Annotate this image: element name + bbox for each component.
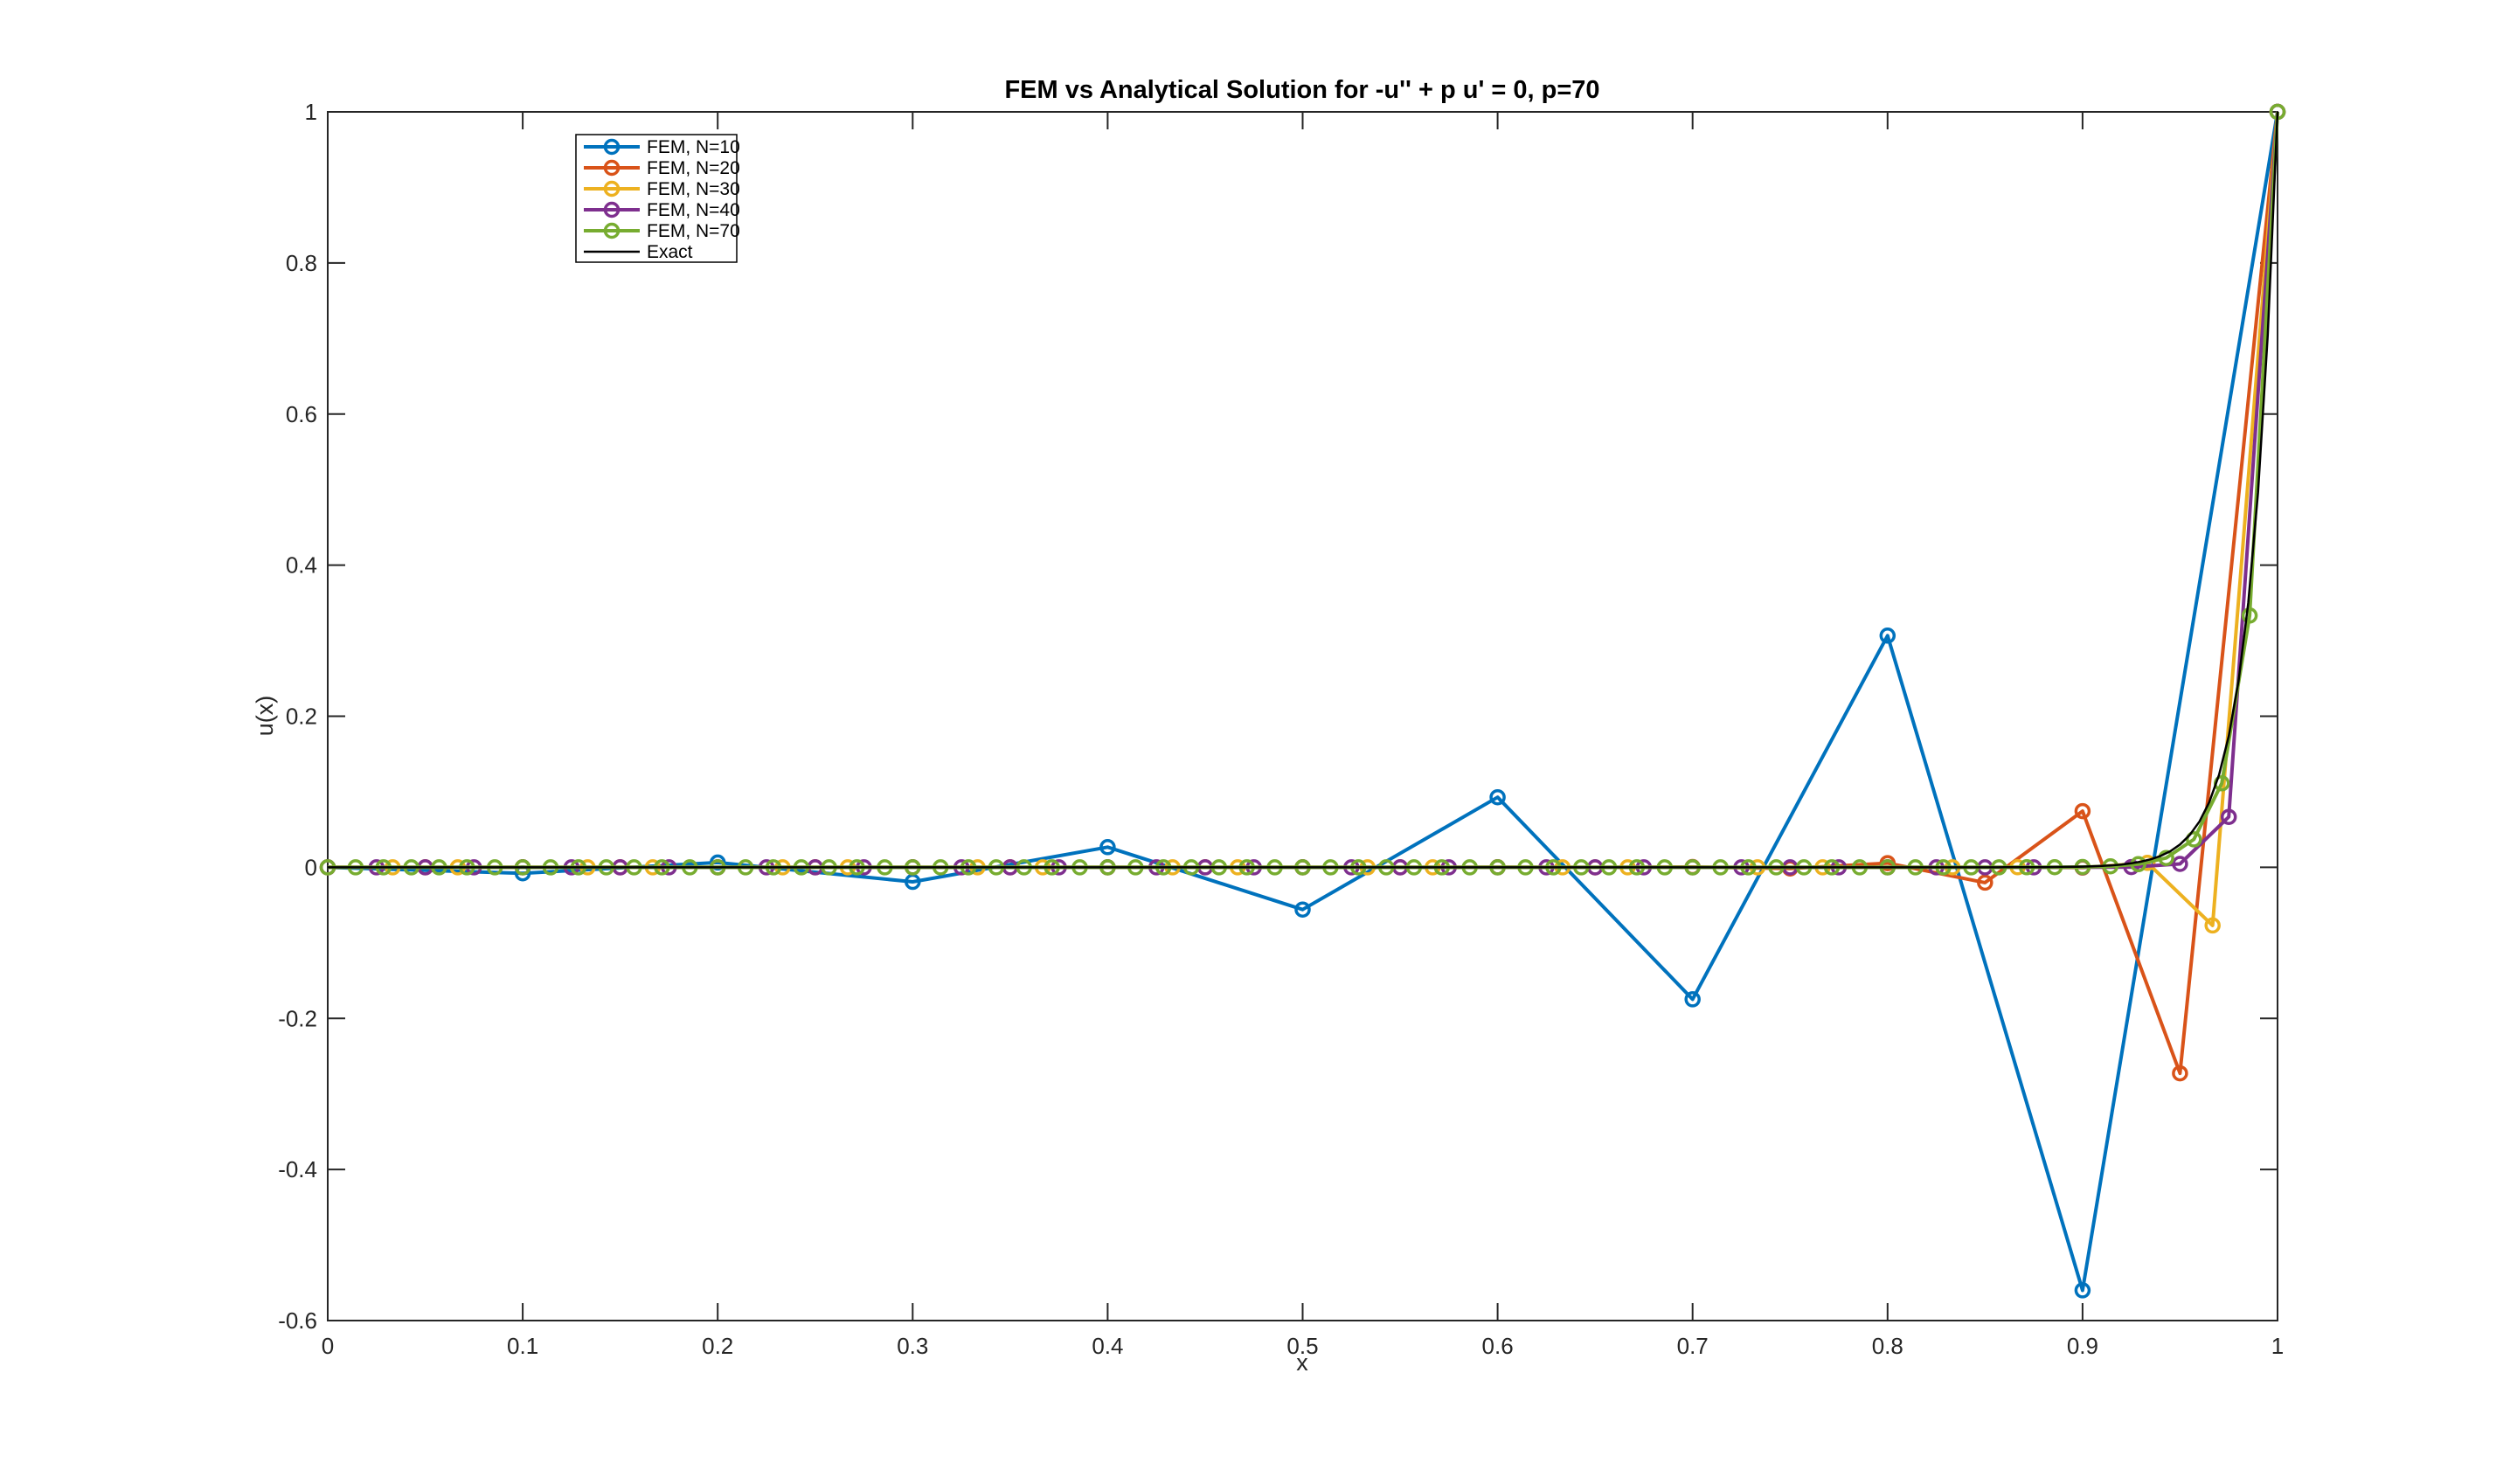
- series-marker-fem-n-20: [2074, 802, 2091, 820]
- series-marker-fem-n-10: [1879, 628, 1896, 644]
- series-marker-fem-n-20: [1977, 874, 1993, 891]
- legend-label: FEM, N=30: [647, 179, 740, 199]
- legend-entry-fem-n40: FEM, N=40: [584, 200, 740, 220]
- y-tick-label: 1: [305, 99, 317, 125]
- x-tick-label: 0.7: [1677, 1333, 1709, 1359]
- series-line-fem-n-10: [327, 111, 2279, 1293]
- series-marker-fem-n-70: [2186, 831, 2202, 848]
- series-marker-fem-n-30: [2204, 917, 2221, 934]
- x-tick-label: 0.9: [2067, 1333, 2098, 1359]
- series-marker-fem-n-40: [2220, 808, 2237, 825]
- x-tick-label: 0.5: [1286, 1333, 1318, 1359]
- series-marker-fem-n-70: [2158, 849, 2174, 866]
- x-tick-label: 0.3: [897, 1333, 928, 1359]
- series-line-exact: [328, 111, 2279, 869]
- series-marker-fem-n-10: [1684, 991, 1701, 1008]
- series-marker-fem-n-10: [1294, 901, 1311, 918]
- x-tick-label: 0: [322, 1333, 334, 1359]
- legend-marker-circle-icon: [603, 180, 621, 198]
- series-marker-fem-n-10: [1099, 839, 1116, 856]
- legend-entry-fem-n30: FEM, N=30: [584, 179, 740, 199]
- legend-marker-circle-icon: [603, 159, 621, 177]
- legend-entry-fem-n10: FEM, N=10: [584, 137, 740, 157]
- series-marker-fem-n-20: [2172, 1064, 2188, 1082]
- y-tick-label: 0: [305, 854, 317, 880]
- y-tick-label: -0.4: [278, 1156, 317, 1182]
- series-marker-fem-n-10: [2074, 1282, 2091, 1299]
- x-tick-label: 0.4: [1092, 1333, 1123, 1359]
- y-tick-label: -0.6: [278, 1307, 317, 1334]
- chart-title: FEM vs Analytical Solution for -u'' + p …: [1004, 76, 1599, 104]
- plot-area: 0 0.1 0.2 0.3 0.4 0.5 0.6 0.7 0.8 0.9 1 -0.6 -0.4 -0.…: [278, 99, 2286, 1359]
- legend-label: Exact: [647, 242, 693, 262]
- y-axis-label: u(x): [252, 696, 278, 737]
- legend: FEM, N=10 FEM, N=20 FEM, N=30 FEM, N=40: [575, 134, 740, 263]
- legend-label: FEM, N=10: [647, 137, 740, 157]
- x-tick-label: 0.6: [1482, 1333, 1514, 1359]
- x-tick-label: 0.1: [507, 1333, 538, 1359]
- x-tick-label: 0.2: [702, 1333, 733, 1359]
- series-marker-fem-n-10: [1489, 788, 1506, 806]
- legend-entry-exact: Exact: [584, 242, 693, 262]
- legend-label: FEM, N=20: [647, 158, 740, 178]
- y-tick-label: 0.2: [286, 704, 317, 730]
- series-marker-fem-n-70: [2241, 607, 2258, 624]
- legend-box: [575, 134, 738, 263]
- legend-entry-fem-n70: FEM, N=70: [584, 221, 740, 241]
- legend-marker-circle-icon: [603, 201, 621, 218]
- legend-label: FEM, N=70: [647, 221, 740, 241]
- x-axis-label: x: [1296, 1349, 1308, 1376]
- y-tick-label: -0.2: [278, 1005, 317, 1031]
- x-tick-label: 1: [2271, 1333, 2284, 1359]
- legend-marker-circle-icon: [603, 138, 621, 156]
- series-marker-fem-n-40: [2172, 856, 2188, 872]
- x-tick-label: 0.8: [1872, 1333, 1903, 1359]
- axes-box: [327, 111, 2278, 1321]
- legend-entry-fem-n20: FEM, N=20: [584, 158, 740, 178]
- y-tick-label: 0.6: [286, 401, 317, 427]
- legend-label: FEM, N=40: [647, 200, 740, 220]
- legend-marker-circle-icon: [603, 222, 621, 239]
- y-tick-label: 0.4: [286, 552, 317, 579]
- y-tick-label: 0.8: [286, 250, 317, 276]
